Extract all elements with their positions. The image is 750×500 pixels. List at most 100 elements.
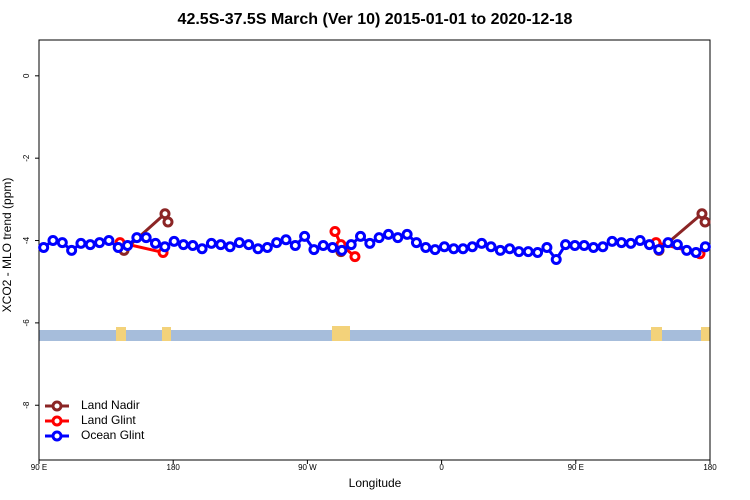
data-point [485,241,497,253]
land-patch [116,327,126,341]
legend-marker [51,415,63,427]
y-tick-label: -8 [22,401,31,409]
data-point [410,237,422,249]
data-point [187,239,199,251]
land-patch [701,327,710,341]
data-point [224,241,236,253]
y-tick-label: -4 [22,236,31,244]
data-point [47,235,59,247]
x-tick-label: 180 [167,463,181,472]
data-point [336,244,348,256]
x-tick-label: 90 E [568,463,584,472]
data-point [327,242,339,254]
data-point [233,237,245,249]
data-point [699,241,711,253]
legend-label: Land Nadir [81,398,140,412]
land-patch [651,327,662,341]
data-point [634,235,646,247]
data-point [466,241,478,253]
data-point [196,243,208,255]
chart-title: 42.5S-37.5S March (Ver 10) 2015-01-01 to… [178,11,573,28]
data-point [149,237,161,249]
data-point [588,242,600,254]
land-ocean-mask [39,326,710,341]
data-point [578,239,590,251]
data-point [205,237,217,249]
x-tick-label: 180 [703,463,717,472]
data-point [550,253,562,265]
data-point [299,230,311,242]
data-point [159,241,171,253]
data-point [494,244,506,256]
legend-label: Land Glint [81,413,136,427]
data-point [671,239,683,251]
data-point [364,237,376,249]
data-point [625,237,637,249]
legend-label: Ocean Glint [81,428,145,442]
data-point [271,237,283,249]
data-point [345,239,357,251]
data-point [94,237,106,249]
data-point [261,242,273,254]
data-point [615,237,627,249]
data-point [513,246,525,258]
data-point [420,242,432,254]
data-point [122,239,134,251]
data-point [56,237,68,249]
data-point [103,235,115,247]
data-point [280,234,292,246]
data-point [662,237,674,249]
data-point [215,239,227,251]
data-point [690,246,702,258]
data-point [457,243,469,255]
data-point [329,225,341,237]
data-point [355,230,367,242]
data-point [131,232,143,244]
data-point [560,239,572,251]
data-point [289,239,301,251]
data-point [140,232,152,244]
data-point [349,251,361,263]
data-point [38,242,50,254]
series [38,228,711,265]
data-point [382,228,394,240]
data-point [643,239,655,251]
data-point [448,243,460,255]
x-axis-label: Longitude [349,476,402,490]
data-point [317,239,329,251]
data-point [476,237,488,249]
data-point [681,244,693,256]
data-point [597,241,609,253]
x-tick-label: 0 [439,463,444,472]
y-tick-label: -2 [22,154,31,162]
land-patch [162,327,171,341]
data-point [308,244,320,256]
data-point [438,241,450,253]
data-point [373,232,385,244]
data-point [243,239,255,251]
data-point [177,239,189,251]
data-point [569,239,581,251]
data-point [429,244,441,256]
ocean-band [39,330,710,341]
data-point [699,216,711,228]
x-tick-label: 90 E [31,463,47,472]
data-point [532,246,544,258]
data-point [84,239,96,251]
data-point [522,246,534,258]
y-tick-label: 0 [22,73,31,78]
data-point [653,244,665,256]
data-point [606,235,618,247]
data-point [504,243,516,255]
legend-marker [51,430,63,442]
data-point [541,242,553,254]
y-axis-label: XCO2 - MLO trend (ppm) [0,178,14,313]
data-point [75,237,87,249]
y-tick-label: -6 [22,319,31,327]
data-point [66,244,78,256]
legend-marker [51,400,63,412]
data-point [392,232,404,244]
x-tick-label: 90 W [298,463,317,472]
